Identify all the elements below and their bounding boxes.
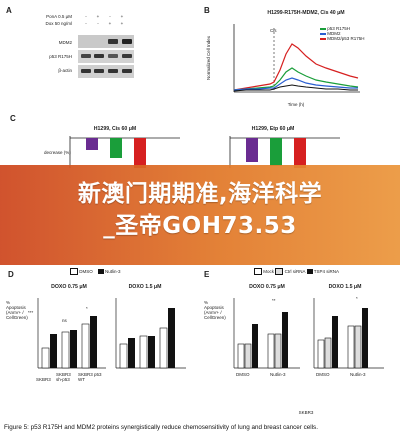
panel-d-ylabel: % Apoptosis (AnnV+ / CellGreen) — [6, 300, 28, 320]
legend-p53: p53 R175H — [320, 26, 380, 31]
banner-text: 新澳门期期准,海洋科学 _圣帝GOH73.53 — [0, 178, 400, 242]
panel-e-sig-2: * — [356, 296, 358, 301]
panel-e-sig-1: ** — [272, 298, 276, 303]
legend-mdm2-p53: MDM2/p53 R175H — [320, 36, 380, 41]
ponA-sign-1: - — [85, 14, 87, 19]
legend-dmso: DMSO — [70, 268, 93, 275]
panel-e-group-label: SKBR3 — [298, 410, 314, 415]
dox-sign-3: + — [108, 21, 112, 26]
ponA-sign-3: - — [109, 14, 111, 19]
panel-d-bar-chart — [37, 298, 186, 369]
panel-e-left-title: DOXO 0.75 μM — [249, 284, 285, 290]
figure-caption: Figure 5: p53 R175H and MDM2 proteins sy… — [4, 424, 318, 431]
panel-e-letter: E — [204, 270, 210, 279]
ponA-sign-4: + — [120, 14, 124, 19]
panel-d-sig-3: * — [86, 306, 88, 311]
panel-c-right-title: H1299, Etp 60 μM — [251, 126, 295, 132]
d-xlabel-3: SKBR3 p53 WT — [78, 372, 102, 382]
e-xlabel-3: DMSO — [316, 372, 330, 377]
ponA-label: PonA 0.5 μM — [46, 14, 72, 19]
panel-e-legend: Mock Ctrl siRNA TSP4 siRNA — [254, 268, 394, 275]
panel-b-ylabel: Normalized Cell Index — [206, 35, 211, 81]
dox-label: Dox 50 ng/ml — [45, 21, 72, 26]
panel-d-legend: DMSO Nutlin-3 — [70, 268, 180, 275]
d-xlabel-1: SKBR3 — [36, 377, 51, 382]
ponA-sign-2: + — [96, 14, 100, 19]
actin-blot-label: β-actin — [58, 68, 72, 73]
panel-e-ylabel: % Apoptosis (AnnV+ / CellGreen) — [204, 300, 226, 320]
panel-c-left-chart — [69, 136, 180, 168]
panel-b-title: H1299-R175H-MDM2, Cis 40 μM — [267, 10, 345, 16]
growth-curve-chart — [233, 24, 360, 93]
panel-c-left-title: H1299, Cis 60 μM — [93, 126, 137, 132]
legend-nutlin: Nutlin-3 — [97, 269, 121, 274]
e-xlabel-2: Nutlin-3 — [270, 372, 286, 377]
legend-mdm2: MDM2 — [320, 31, 380, 36]
panel-d-sig-2: ns — [62, 318, 67, 323]
panel-c-letter: C — [10, 114, 16, 123]
panel-a-letter: A — [6, 6, 12, 15]
e-xlabel-4: Nutlin-3 — [350, 372, 366, 377]
d-xlabel-2: SKBR3 sh-p53 — [56, 372, 71, 382]
legend-mock: Mock — [254, 268, 274, 275]
banner-line-1: 新澳门期期准,海洋科学 — [77, 181, 323, 207]
panel-d-right-title: DOXO 1.5 μM — [128, 284, 162, 290]
panel-d-sig-1: *** — [28, 310, 34, 315]
panel-e-xlabels: DMSO Nutlin-3 DMSO Nutlin-3 — [236, 372, 396, 377]
panel-d-xlabels: SKBR3 SKBR3 sh-p53 SKBR3 p53 WT — [36, 372, 196, 382]
panel-b-xlabel: Time (h) — [287, 102, 305, 107]
western-blot-image — [78, 35, 134, 78]
dox-sign-4: + — [120, 21, 124, 26]
dox-sign-1: - — [85, 21, 87, 26]
panel-a-blot: PonA 0.5 μM Dox 50 ng/ml - + - + - - + + MDM2 … — [20, 14, 140, 84]
panel-d-letter: D — [8, 270, 14, 279]
panel-d-left-title: DOXO 0.75 μM — [51, 284, 87, 290]
legend-tsp4-sirna: TSP4 siRNA — [306, 269, 339, 274]
cis-annotation: Cis — [270, 28, 277, 33]
dox-sign-2: - — [97, 21, 99, 26]
panel-e-bar-chart — [233, 298, 384, 369]
panel-b-letter: B — [204, 6, 210, 15]
p53-blot-label: p53 R175H — [49, 54, 72, 59]
legend-ctrl-sirna: Ctrl siRNA — [275, 268, 305, 275]
panel-e-right-title: DOXO 1.5 μM — [328, 284, 362, 290]
panel-b-legend: p53 R175H MDM2 MDM2/p53 R175H — [320, 26, 380, 41]
mdm2-blot-label: MDM2 — [58, 40, 72, 45]
e-xlabel-1: DMSO — [236, 372, 250, 377]
panel-c-right-chart — [229, 136, 340, 168]
panel-c-ylabel: decrease (%) — [44, 150, 71, 155]
banner-line-2: _圣帝GOH73.53 — [103, 213, 297, 239]
overlay-banner — [0, 165, 400, 265]
